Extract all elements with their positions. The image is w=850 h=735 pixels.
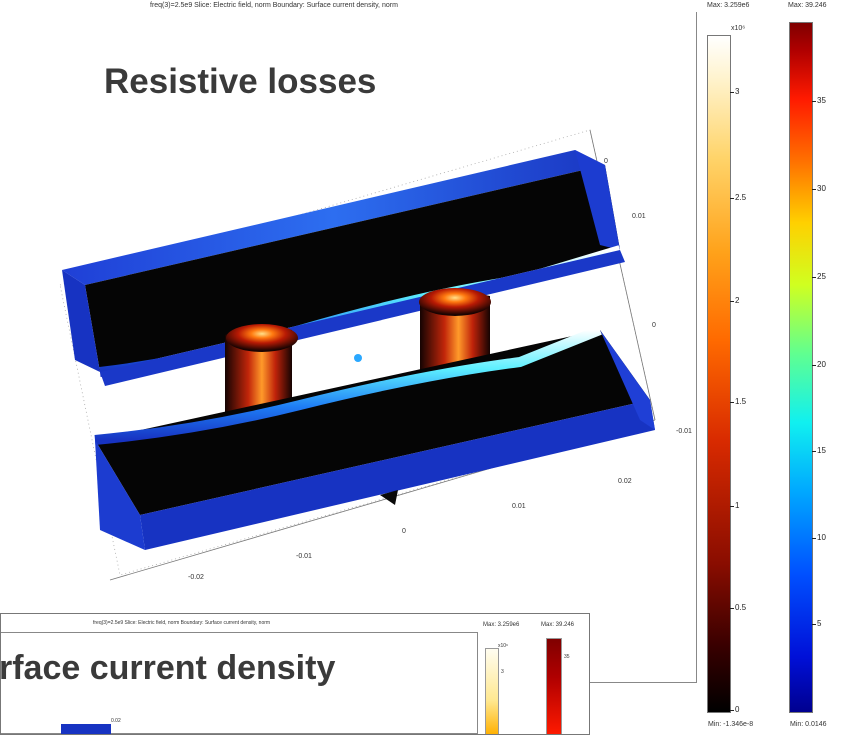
overlay-colorbar-efield-exponent: x10⁶ [498,643,509,649]
plot-title: Resistive losses [104,62,377,101]
colorbar-efield-tick: 3 [729,87,740,96]
axis-tick: 0.01 [512,503,526,510]
colorbar-current-max: Max: 39.246 [788,2,827,9]
overlay-plot-panel: freq(3)=2.5e9 Slice: Electric field, nor… [0,613,590,735]
overlay-colorbar-efield [485,648,499,734]
colorbar-current-tick: 20 [812,360,826,369]
colorbar-efield [707,35,731,713]
axis-tick: -0.01 [676,428,692,435]
axis-tick: 0 [604,158,608,165]
colorbar-efield-tick: 1.5 [729,397,747,406]
colorbar-current-min: Min: 0.0146 [790,721,827,728]
lower-slab [94,325,655,550]
colorbar-efield-tick: 1 [729,501,740,510]
bounding-box-lines [59,129,656,576]
colorbar-efield-tick: 0.5 [729,603,747,612]
plot-header: freq(3)=2.5e9 Slice: Electric field, nor… [150,2,398,9]
axis-tick: -0.02 [188,574,204,581]
colorbar-current-tick: 25 [812,272,826,281]
colorbar-current-tick: 30 [812,184,826,193]
colorbar-efield-exponent: x10⁶ [731,25,746,32]
colorbar-current-tick: 35 [812,96,826,105]
colorbar-efield-tick: 0 [729,705,740,714]
overlay-colorbar-current [546,638,562,734]
colorbar-current-tick: 5 [811,619,822,628]
colorbar-efield-max: Max: 3.259e6 [707,2,750,9]
colorbar-efield-tick: 2.5 [729,193,747,202]
overlay-colorbar-efield-tick: 3 [501,669,504,675]
colorbar-current-tick: 15 [812,446,826,455]
overlay-colorbar-current-tick: 35 [564,654,570,660]
cavity-3d-render [59,129,656,581]
axis-tick: 0 [652,322,656,329]
overlay-plot-header: freq(3)=2.5e9 Slice: Electric field, nor… [93,620,271,626]
colorbar-efield-min: Min: -1.346e-8 [708,721,754,728]
colorbar-current-tick: 10 [812,533,826,542]
colorbar-current [789,22,813,713]
colorbar-efield-tick: 2 [729,296,740,305]
axis-tick: 0 [402,528,406,535]
axis-tick: 0.01 [632,213,646,220]
overlay-plot-title: rface current density [0,649,336,687]
overlay-colorbar-current-max: Max: 39.246 [541,622,575,628]
axis-tick: 0.02 [618,478,632,485]
overlay-axis-tick: 0.02 [111,718,121,724]
overlay-colorbar-efield-max: Max: 3.259e6 [483,622,520,628]
axis-tick: -0.01 [296,553,312,560]
overlay-3d-render-fragment [61,724,111,734]
